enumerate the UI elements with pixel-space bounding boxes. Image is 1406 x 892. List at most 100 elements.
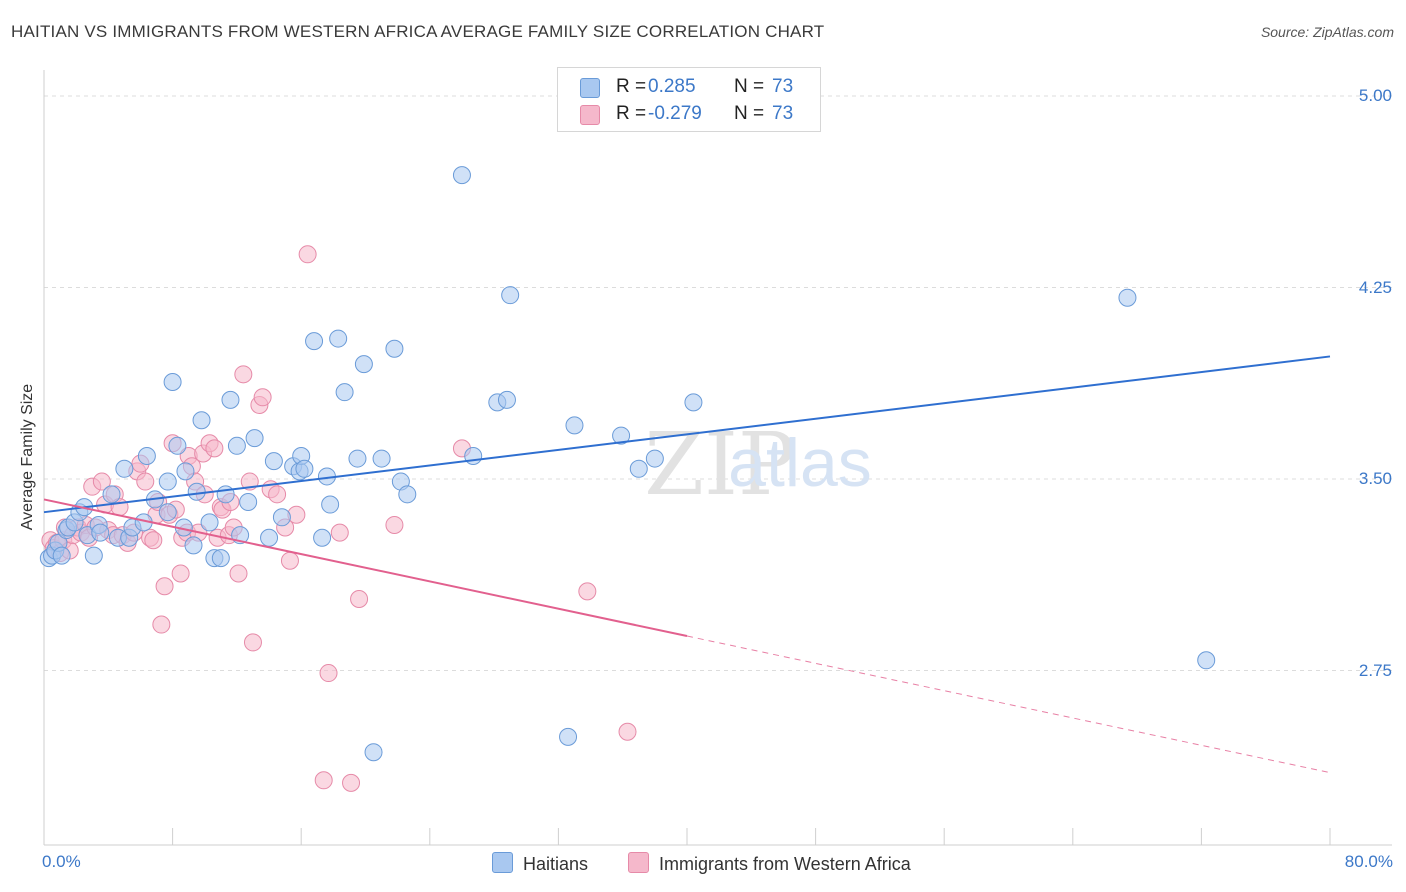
legend-n-label: N = bbox=[734, 76, 765, 97]
haitians-point bbox=[158, 472, 177, 491]
western-africa-point bbox=[144, 531, 163, 550]
haitians-point bbox=[211, 549, 230, 568]
bottom-legend-swatch-haitians bbox=[492, 852, 513, 873]
legend-n-label: N = bbox=[734, 103, 765, 124]
y-tick-label: 5.00 bbox=[1358, 86, 1392, 105]
haitians-point bbox=[348, 449, 367, 468]
haitians-point bbox=[52, 546, 71, 565]
legend-r-label: R = bbox=[616, 76, 647, 97]
haitians-point bbox=[227, 436, 246, 455]
western-africa-point bbox=[330, 523, 349, 542]
western-africa-point bbox=[319, 664, 338, 683]
haitians-point bbox=[216, 485, 235, 504]
correlation-legend: R = 0.285 N = 73 R = -0.279 N = 73 bbox=[557, 67, 821, 132]
western-africa-point bbox=[243, 633, 262, 652]
axes bbox=[43, 70, 1392, 846]
haitians-point bbox=[176, 462, 195, 481]
haitians-point bbox=[137, 447, 156, 466]
data-points bbox=[39, 166, 1216, 792]
haitians-point bbox=[629, 459, 648, 478]
western-africa-point bbox=[229, 564, 248, 583]
haitians-point bbox=[497, 390, 516, 409]
haitians-point bbox=[313, 528, 332, 547]
trend-lines bbox=[43, 355, 1331, 774]
haitians-point bbox=[260, 528, 279, 547]
haitians-point bbox=[84, 546, 103, 565]
western-africa-point bbox=[385, 515, 404, 534]
y-axis-label: Average Family Size bbox=[19, 383, 36, 531]
haitians-point bbox=[187, 482, 206, 501]
western-africa-point bbox=[92, 472, 111, 491]
western-africa-point bbox=[578, 582, 597, 601]
haitians-point bbox=[612, 426, 631, 445]
y-tick-label: 4.25 bbox=[1358, 277, 1392, 297]
legend-n-value: 73 bbox=[772, 103, 794, 124]
haitians-point bbox=[385, 339, 404, 358]
bottom-legend-label: Haitians bbox=[523, 854, 589, 874]
western-africa-point bbox=[298, 245, 317, 264]
watermark-atlas: atlas bbox=[728, 425, 872, 501]
western-africa-trend-extrapolation bbox=[686, 635, 1331, 774]
western-africa-point bbox=[350, 590, 369, 609]
haitians-point bbox=[239, 492, 258, 511]
haitians-point bbox=[192, 411, 211, 430]
haitians-point bbox=[91, 523, 110, 542]
haitians-point bbox=[398, 485, 417, 504]
haitians-point bbox=[1197, 651, 1216, 670]
bottom-legend-haitians: Haitians bbox=[492, 852, 588, 875]
western-africa-point bbox=[268, 485, 287, 504]
legend-n-value: 73 bbox=[772, 76, 794, 97]
haitians-point bbox=[184, 536, 203, 555]
x-tick-label-min: 0.0% bbox=[42, 852, 81, 871]
haitians-point bbox=[329, 329, 348, 348]
bottom-legend-label: Immigrants from Western Africa bbox=[659, 854, 911, 874]
legend-swatch-haitians bbox=[580, 78, 600, 98]
haitians-point bbox=[168, 436, 187, 455]
haitians-point bbox=[354, 355, 373, 374]
haitians-point bbox=[501, 286, 520, 305]
legend-r-value: 0.285 bbox=[648, 76, 696, 97]
legend-swatch-western-africa bbox=[580, 105, 600, 125]
western-africa-point bbox=[314, 771, 333, 790]
haitians-point bbox=[452, 166, 471, 185]
haitians-point bbox=[221, 390, 240, 409]
haitians-point bbox=[305, 332, 324, 351]
haitians-point bbox=[264, 452, 283, 471]
chart-title: HAITIAN VS IMMIGRANTS FROM WESTERN AFRIC… bbox=[11, 22, 825, 41]
haitians-point bbox=[295, 459, 314, 478]
source-credit: Source: ZipAtlas.com bbox=[1260, 24, 1394, 40]
haitians-point bbox=[115, 459, 134, 478]
legend-r-value: -0.279 bbox=[648, 103, 702, 124]
watermark-zip: ZIP bbox=[644, 415, 796, 515]
bottom-legend-swatch-western-africa bbox=[628, 852, 649, 873]
western-africa-point bbox=[280, 551, 299, 570]
gridlines bbox=[44, 95, 1392, 671]
western-africa-point bbox=[136, 472, 155, 491]
haitians-point bbox=[565, 416, 584, 435]
haitians-point bbox=[102, 485, 121, 504]
western-africa-trend-line bbox=[43, 498, 688, 638]
legend-r-label: R = bbox=[616, 103, 647, 124]
haitians-point bbox=[272, 508, 291, 527]
haitians-point bbox=[335, 383, 354, 402]
haitians-point bbox=[464, 447, 483, 466]
haitians-point bbox=[645, 449, 664, 468]
haitians-point bbox=[163, 372, 182, 391]
haitians-point bbox=[321, 495, 340, 514]
western-africa-point bbox=[342, 773, 361, 792]
western-africa-point bbox=[171, 564, 190, 583]
haitians-point bbox=[245, 429, 264, 448]
western-africa-point bbox=[618, 722, 637, 741]
western-africa-point bbox=[234, 365, 253, 384]
haitians-point bbox=[372, 449, 391, 468]
western-africa-point bbox=[253, 388, 272, 407]
haitians-point bbox=[559, 727, 578, 746]
haitians-point bbox=[1118, 288, 1137, 307]
haitians-point bbox=[200, 513, 219, 532]
haitians-trend-line bbox=[43, 355, 1331, 514]
haitians-point bbox=[684, 393, 703, 412]
y-tick-label: 3.50 bbox=[1358, 469, 1392, 488]
x-tick-label-max: 80.0% bbox=[1344, 852, 1393, 871]
haitians-point bbox=[364, 743, 383, 762]
